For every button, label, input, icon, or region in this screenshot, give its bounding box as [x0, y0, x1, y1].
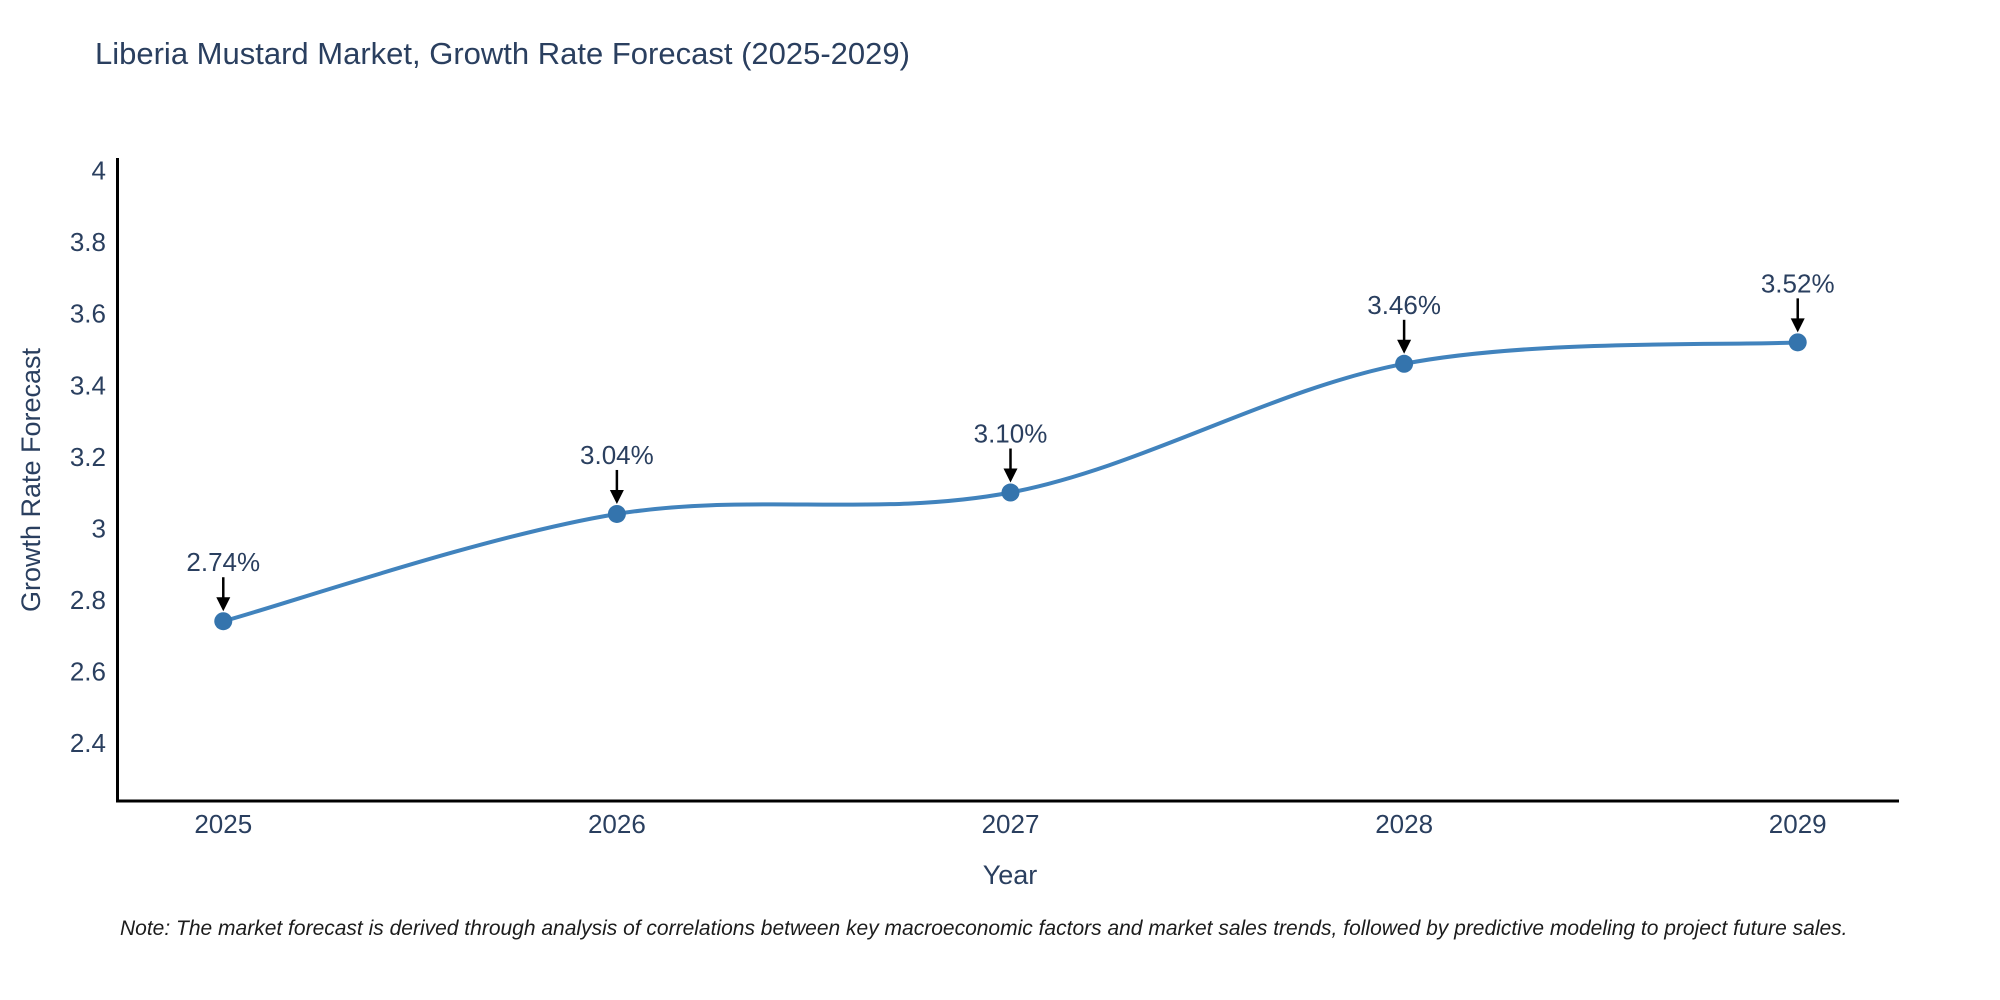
annotation-arrowhead-icon — [1790, 318, 1805, 333]
data-point-marker — [214, 612, 233, 631]
forecast-series — [214, 333, 1807, 631]
y-tick-label: 3.4 — [70, 370, 106, 400]
annotation-arrowhead-icon — [1003, 468, 1018, 483]
y-tick-label: 4 — [92, 156, 106, 186]
chart-title: Liberia Mustard Market, Growth Rate Fore… — [95, 36, 910, 71]
y-axis-ticks: 4 3.8 3.6 3.4 3.2 3 2.8 2.6 2.4 — [70, 156, 106, 758]
point-value-label: 3.04% — [580, 440, 654, 470]
point-value-label: 3.52% — [1761, 268, 1835, 298]
annotation-arrowhead-icon — [609, 489, 624, 504]
y-tick-label: 3.2 — [70, 442, 106, 472]
y-tick-label: 3.8 — [70, 227, 106, 257]
point-annotations: 2.74% 3.04% 3.10% 3.46% 3.52% — [186, 268, 1835, 612]
x-tick-label: 2026 — [588, 809, 646, 839]
x-tick-label: 2025 — [194, 809, 252, 839]
x-tick-label: 2029 — [1769, 809, 1827, 839]
x-axis-title: Year — [983, 860, 1038, 890]
y-tick-label: 3 — [92, 513, 106, 543]
data-point-marker — [1001, 483, 1020, 502]
y-axis-title: Growth Rate Forecast — [16, 347, 46, 612]
data-point-marker — [1395, 354, 1414, 373]
footnote: Note: The market forecast is derived thr… — [120, 917, 2000, 941]
x-axis-ticks: 2025 2026 2027 2028 2029 — [194, 809, 1826, 839]
data-point-marker — [1788, 333, 1807, 352]
y-tick-label: 2.6 — [70, 656, 106, 686]
annotation-arrowhead-icon — [216, 597, 231, 612]
point-value-label: 3.46% — [1367, 290, 1441, 320]
point-value-label: 2.74% — [186, 547, 260, 577]
footnote-text: Note: The market forecast is derived thr… — [120, 917, 1848, 940]
x-tick-label: 2028 — [1375, 809, 1433, 839]
point-value-label: 3.10% — [974, 419, 1048, 449]
data-point-marker — [607, 504, 626, 523]
y-tick-label: 2.4 — [70, 728, 106, 758]
y-tick-label: 2.8 — [70, 585, 106, 615]
y-tick-label: 3.6 — [70, 299, 106, 329]
annotation-arrowhead-icon — [1397, 339, 1412, 354]
x-tick-label: 2027 — [982, 809, 1040, 839]
